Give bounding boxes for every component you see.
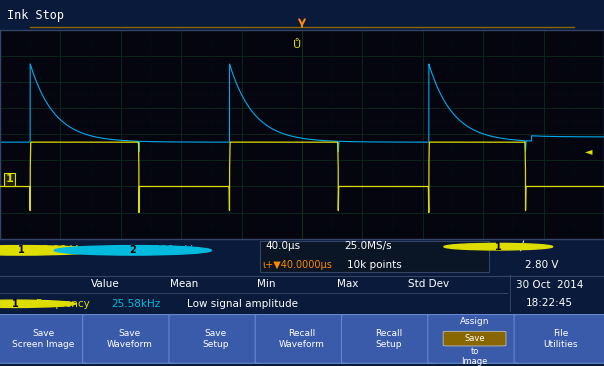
FancyBboxPatch shape — [260, 241, 489, 272]
FancyBboxPatch shape — [169, 314, 263, 363]
Text: 1: 1 — [6, 174, 14, 184]
FancyBboxPatch shape — [514, 314, 604, 363]
FancyBboxPatch shape — [0, 314, 90, 363]
Circle shape — [0, 246, 100, 255]
FancyBboxPatch shape — [255, 314, 349, 363]
Text: Save
Setup: Save Setup — [202, 329, 229, 349]
Text: to
Image: to Image — [461, 347, 488, 366]
Text: File
Utilities: File Utilities — [544, 329, 578, 349]
Text: ∕: ∕ — [516, 240, 525, 253]
Text: 5.00 V: 5.00 V — [42, 245, 78, 255]
Text: Assign: Assign — [460, 317, 489, 326]
Text: Min: Min — [257, 279, 275, 290]
FancyBboxPatch shape — [341, 314, 435, 363]
Text: Save
Waveform: Save Waveform — [106, 329, 152, 349]
Text: Ů: Ů — [293, 40, 301, 51]
FancyBboxPatch shape — [443, 331, 506, 346]
Text: ◄: ◄ — [585, 146, 593, 156]
Text: Low signal amplitude: Low signal amplitude — [187, 299, 298, 309]
Text: 2: 2 — [129, 245, 137, 255]
Text: 18:22:45: 18:22:45 — [526, 298, 573, 308]
Text: Std Dev: Std Dev — [408, 279, 449, 290]
Text: 40.0µs: 40.0µs — [266, 241, 301, 251]
Text: 2.80 V: 2.80 V — [525, 260, 559, 270]
Text: 30 Oct  2014: 30 Oct 2014 — [516, 280, 583, 291]
Text: Max: Max — [336, 279, 358, 290]
Circle shape — [54, 246, 211, 255]
Text: 10k points: 10k points — [347, 260, 402, 270]
Text: Frequency: Frequency — [36, 299, 90, 309]
Text: 100mV: 100mV — [154, 245, 193, 255]
Text: Recall
Setup: Recall Setup — [374, 329, 402, 349]
Text: Ink Stop: Ink Stop — [7, 9, 64, 22]
Text: Save: Save — [464, 334, 485, 343]
Text: 25.0MS/s: 25.0MS/s — [344, 241, 392, 251]
Text: 1: 1 — [495, 242, 502, 252]
Text: ι+▼40.0000µs: ι+▼40.0000µs — [263, 260, 333, 270]
FancyBboxPatch shape — [83, 314, 176, 363]
Text: 25.58kHz: 25.58kHz — [112, 299, 161, 309]
Text: Value: Value — [91, 279, 120, 290]
Text: Mean: Mean — [170, 279, 198, 290]
Text: Save
Screen Image: Save Screen Image — [12, 329, 74, 349]
Circle shape — [0, 300, 76, 307]
Text: 1: 1 — [18, 245, 25, 255]
FancyBboxPatch shape — [428, 314, 521, 363]
Circle shape — [444, 243, 553, 250]
Text: Recall
Waveform: Recall Waveform — [279, 329, 325, 349]
Text: 1: 1 — [11, 299, 19, 309]
